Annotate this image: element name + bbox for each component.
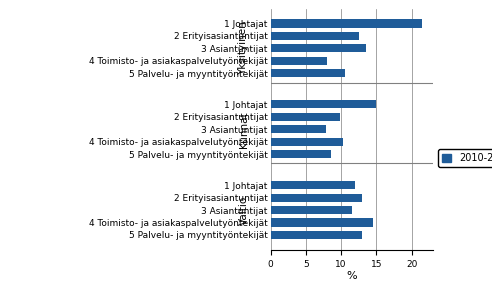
Bar	[271, 69, 345, 77]
Bar	[271, 150, 331, 158]
Bar	[271, 32, 359, 40]
Legend: 2010-2016: 2010-2016	[438, 149, 492, 167]
Bar	[271, 57, 327, 65]
Bar	[271, 20, 422, 28]
Text: Yksityinen: Yksityinen	[239, 22, 248, 75]
Bar	[271, 138, 342, 146]
Bar	[271, 231, 363, 239]
Bar	[271, 194, 363, 202]
X-axis label: %: %	[346, 272, 357, 281]
Bar	[271, 100, 376, 108]
Bar	[271, 113, 340, 121]
Bar	[271, 125, 326, 133]
Bar	[271, 44, 366, 53]
Bar	[271, 206, 352, 214]
Bar	[271, 218, 373, 227]
Text: Valtio: Valtio	[239, 195, 248, 225]
Bar	[271, 181, 355, 189]
Text: Kunnat: Kunnat	[239, 111, 248, 147]
